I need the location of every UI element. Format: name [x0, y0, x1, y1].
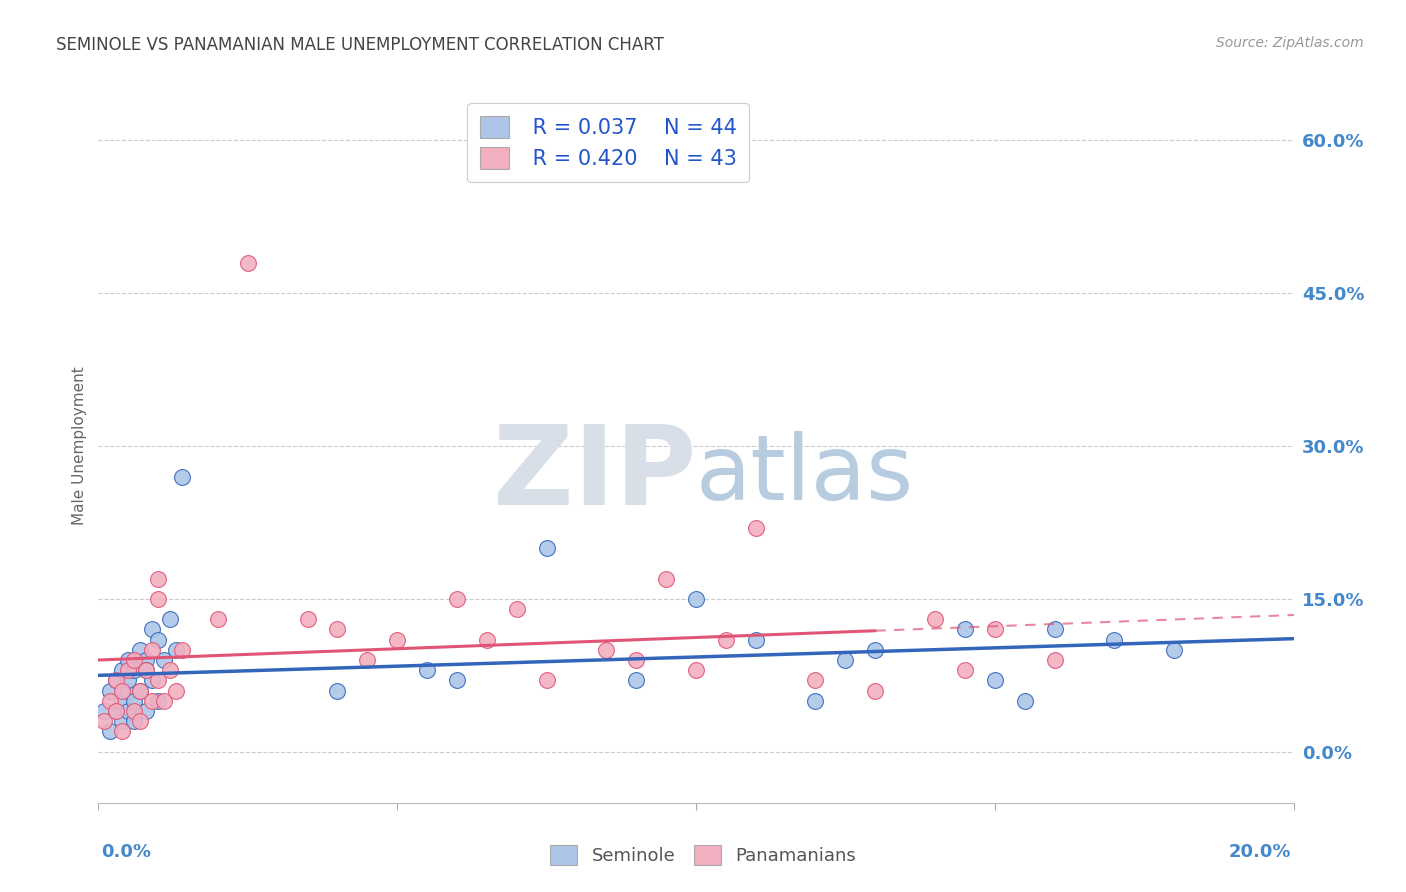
Point [159, 612, 181, 626]
Point [141, 673, 163, 688]
Point [655, 572, 678, 586]
Point [172, 643, 194, 657]
Point [153, 653, 176, 667]
Legend: Seminole, Panamanians: Seminole, Panamanians [543, 838, 863, 872]
Point [153, 694, 176, 708]
Point [117, 663, 139, 677]
Point [165, 643, 187, 657]
Point [148, 694, 170, 708]
Point [93, 704, 115, 718]
Point [124, 714, 146, 729]
Point [148, 673, 170, 688]
Point [111, 663, 134, 677]
Point [536, 673, 558, 688]
Point [159, 663, 181, 677]
Point [416, 663, 439, 677]
Point [148, 591, 170, 606]
Point [953, 663, 976, 677]
Point [124, 663, 146, 677]
Point [129, 683, 152, 698]
Point [135, 663, 157, 677]
Point [141, 623, 163, 637]
Point [1163, 643, 1185, 657]
Point [207, 612, 229, 626]
Text: SEMINOLE VS PANAMANIAN MALE UNEMPLOYMENT CORRELATION CHART: SEMINOLE VS PANAMANIAN MALE UNEMPLOYMENT… [56, 36, 664, 54]
Point [117, 673, 139, 688]
Point [626, 673, 648, 688]
Point [745, 632, 768, 647]
Point [804, 694, 827, 708]
Point [135, 663, 157, 677]
Text: 0.0%: 0.0% [101, 843, 152, 861]
Point [236, 255, 259, 269]
Point [124, 653, 146, 667]
Point [111, 694, 134, 708]
Point [124, 694, 146, 708]
Point [1014, 694, 1036, 708]
Text: Source: ZipAtlas.com: Source: ZipAtlas.com [1216, 36, 1364, 50]
Point [105, 673, 128, 688]
Point [984, 623, 1007, 637]
Point [685, 591, 707, 606]
Point [124, 704, 146, 718]
Point [297, 612, 319, 626]
Point [475, 632, 498, 647]
Point [446, 673, 468, 688]
Point [165, 683, 187, 698]
Y-axis label: Male Unemployment: Male Unemployment [72, 367, 87, 525]
Point [111, 724, 134, 739]
Point [1043, 623, 1066, 637]
Point [148, 572, 170, 586]
Point [834, 653, 856, 667]
Point [1043, 653, 1066, 667]
Point [117, 653, 139, 667]
Point [506, 602, 529, 616]
Point [135, 704, 157, 718]
Point [141, 694, 163, 708]
Point [745, 520, 768, 534]
Point [117, 704, 139, 718]
Point [135, 653, 157, 667]
Point [865, 643, 887, 657]
Point [326, 623, 349, 637]
Point [105, 704, 128, 718]
Point [924, 612, 946, 626]
Point [98, 683, 122, 698]
Text: 20.0%: 20.0% [1229, 843, 1291, 861]
Point [172, 469, 194, 483]
Point [111, 714, 134, 729]
Point [111, 683, 134, 698]
Legend:  R = 0.037    N = 44,  R = 0.420    N = 43: R = 0.037 N = 44, R = 0.420 N = 43 [467, 103, 749, 182]
Point [685, 663, 707, 677]
Point [865, 683, 887, 698]
Point [117, 683, 139, 698]
Point [98, 694, 122, 708]
Point [129, 714, 152, 729]
Point [356, 653, 378, 667]
Point [536, 541, 558, 555]
Point [93, 714, 115, 729]
Point [595, 643, 617, 657]
Point [385, 632, 409, 647]
Point [148, 632, 170, 647]
Point [714, 632, 737, 647]
Text: atlas: atlas [696, 431, 914, 518]
Point [105, 673, 128, 688]
Point [129, 643, 152, 657]
Point [984, 673, 1007, 688]
Point [326, 683, 349, 698]
Text: ZIP: ZIP [492, 421, 696, 528]
Point [98, 724, 122, 739]
Point [953, 623, 976, 637]
Point [626, 653, 648, 667]
Point [1104, 632, 1126, 647]
Point [446, 591, 468, 606]
Point [804, 673, 827, 688]
Point [105, 704, 128, 718]
Point [141, 643, 163, 657]
Point [129, 683, 152, 698]
